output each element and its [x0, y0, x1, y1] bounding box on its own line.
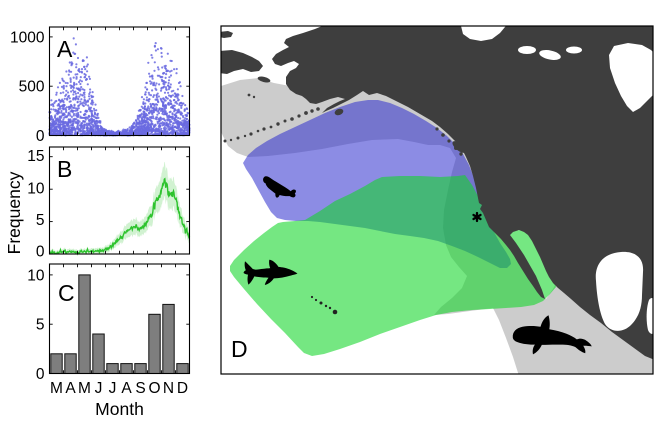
svg-text:J: J [95, 380, 103, 397]
svg-text:M: M [78, 380, 91, 397]
svg-text:N: N [163, 380, 174, 397]
svg-text:D: D [177, 380, 188, 397]
svg-text:M: M [50, 380, 63, 397]
svg-text:10: 10 [27, 181, 45, 198]
svg-text:Frequency: Frequency [4, 171, 24, 254]
svg-text:A: A [57, 36, 73, 62]
svg-text:C: C [58, 280, 75, 306]
svg-text:0: 0 [36, 244, 45, 261]
svg-text:Month: Month [95, 399, 144, 419]
svg-text:0: 0 [36, 128, 45, 145]
svg-text:5: 5 [36, 212, 45, 229]
svg-text:500: 500 [19, 79, 45, 96]
svg-text:S: S [135, 380, 145, 397]
svg-text:1000: 1000 [10, 29, 45, 46]
svg-text:0: 0 [36, 366, 45, 383]
svg-text:O: O [148, 380, 160, 397]
svg-text:B: B [57, 156, 72, 182]
svg-text:D: D [231, 336, 248, 362]
svg-text:10: 10 [27, 267, 45, 284]
svg-text:5: 5 [36, 317, 45, 334]
svg-text:A: A [65, 380, 76, 397]
svg-text:15: 15 [27, 148, 44, 165]
svg-text:A: A [121, 380, 132, 397]
svg-text:J: J [109, 380, 117, 397]
